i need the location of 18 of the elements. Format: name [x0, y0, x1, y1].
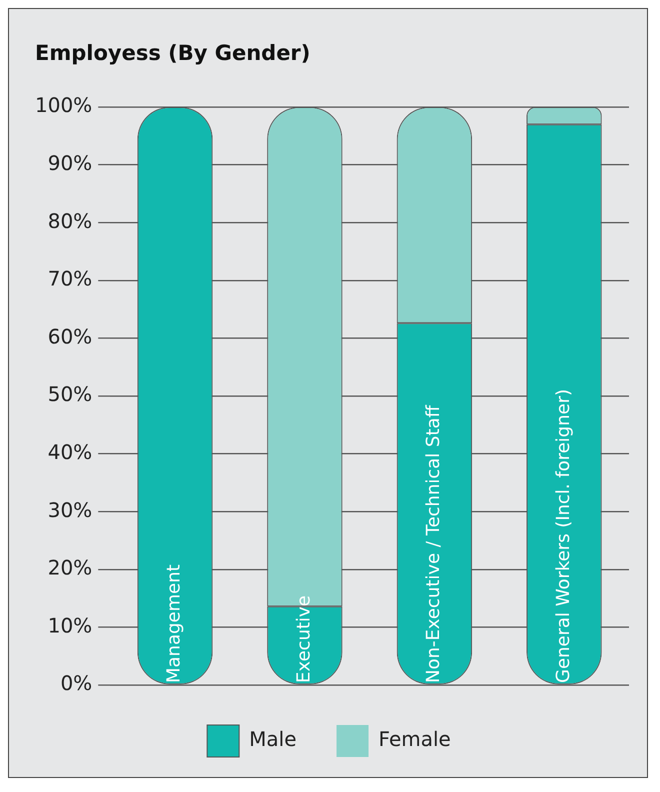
y-tick-label: 10%	[48, 613, 92, 638]
y-tick-label: 30%	[48, 498, 92, 522]
y-tick-label: 50%	[48, 382, 92, 406]
y-tick-label: 40%	[48, 440, 92, 464]
y-tick-label: 0%	[60, 671, 92, 696]
y-tick-label: 90%	[48, 151, 92, 176]
x-tick-label: General Workers (Incl. foreigner)	[552, 388, 574, 683]
y-tick-label: 70%	[48, 266, 92, 291]
legend-label: Male	[249, 727, 297, 752]
legend-label: Female	[378, 727, 451, 752]
y-tick-label: 100%	[34, 93, 92, 118]
x-tick-label: Non-Executive / Technical Staff	[423, 404, 444, 683]
y-tick-label: 60%	[48, 324, 92, 348]
x-tick-label: Management	[164, 564, 185, 683]
y-tick-label: 20%	[48, 556, 92, 580]
y-tick-label: 80%	[48, 208, 92, 233]
x-tick-label: Executive	[293, 595, 314, 683]
chart-title: Employess (By Gender)	[35, 41, 310, 65]
